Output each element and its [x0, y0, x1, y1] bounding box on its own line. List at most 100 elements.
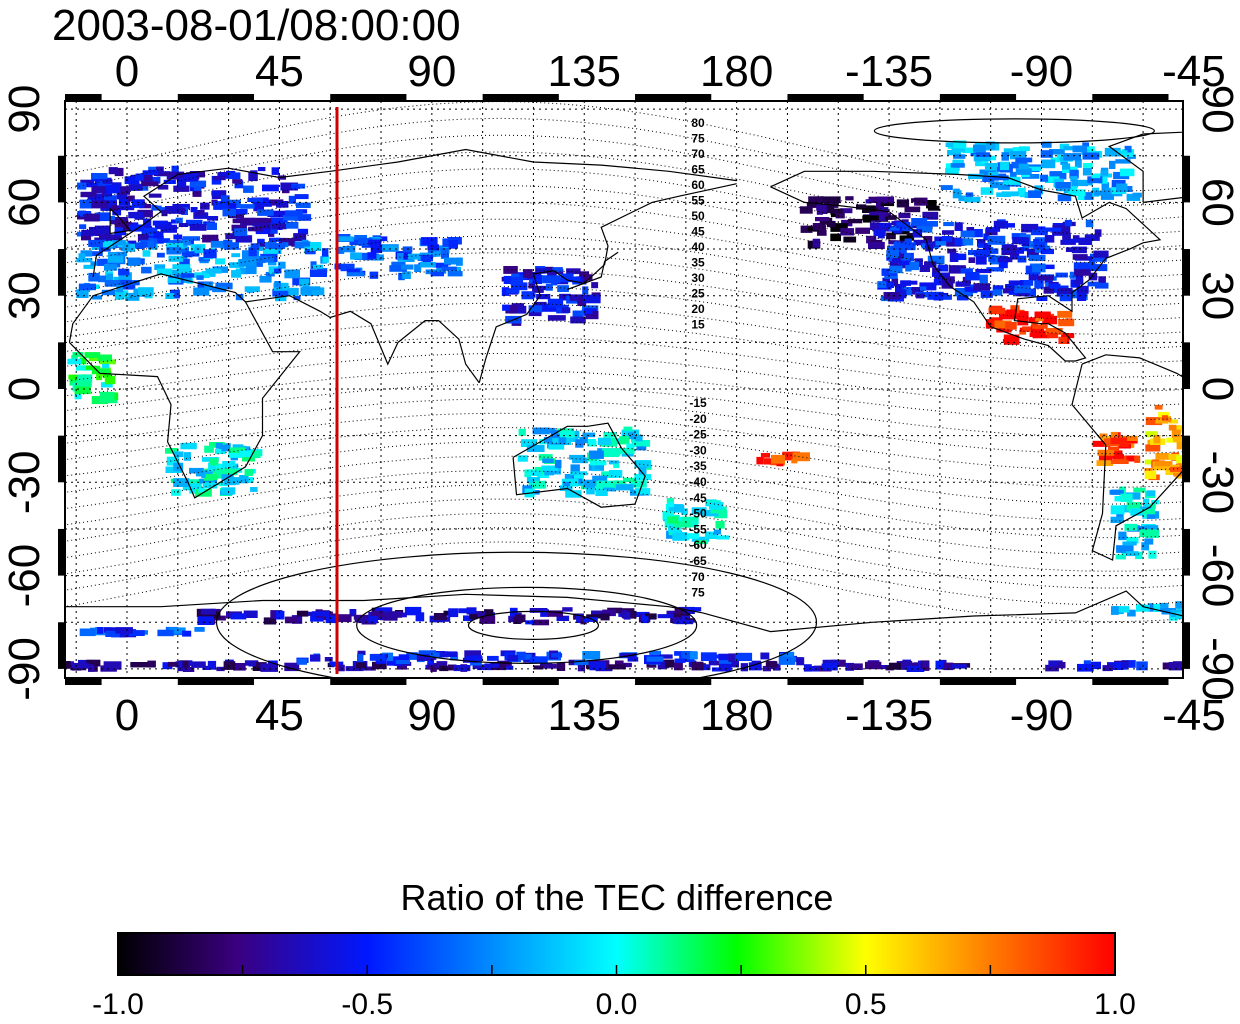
- tec-cell: [718, 657, 732, 664]
- tec-cell: [954, 222, 963, 231]
- tec-cell: [1010, 305, 1020, 314]
- tec-cell: [217, 172, 231, 178]
- longitude-tick-label: 135: [548, 691, 621, 740]
- tec-cell: [240, 450, 251, 458]
- tec-cell: [325, 615, 336, 624]
- tec-cell: [882, 277, 890, 285]
- tec-cell: [77, 182, 87, 190]
- frame-bar-segment: [177, 94, 255, 101]
- tec-cell: [825, 663, 838, 671]
- tec-cell: [134, 211, 144, 220]
- tec-cell: [937, 264, 949, 272]
- tec-cell: [190, 207, 198, 213]
- tec-cell: [392, 656, 405, 663]
- tec-cell: [117, 205, 135, 211]
- tec-cell: [349, 237, 360, 246]
- longitude-tick-label: -45: [1162, 691, 1226, 740]
- tec-cell: [1058, 318, 1075, 327]
- tec-cell: [218, 481, 229, 487]
- tec-cell: [427, 244, 439, 251]
- tec-cell: [1187, 615, 1198, 621]
- tec-cell: [735, 652, 753, 661]
- tec-cell: [674, 607, 684, 614]
- tec-cell: [1132, 192, 1142, 198]
- tec-cell: [988, 155, 997, 161]
- longitude-tick-label: 135: [548, 47, 621, 96]
- frame-bar-segment: [1183, 622, 1190, 669]
- tec-cell: [773, 664, 781, 671]
- tec-cell: [440, 253, 449, 259]
- tec-cell: [161, 209, 168, 217]
- tec-cell: [1036, 330, 1055, 336]
- tec-cell: [453, 665, 471, 672]
- tec-cell: [1212, 425, 1229, 434]
- tec-cell: [157, 184, 169, 190]
- tec-cell: [955, 281, 971, 287]
- tec-cell: [1121, 662, 1129, 668]
- tec-cell: [215, 470, 225, 479]
- tec-cell: [397, 252, 404, 260]
- tec-cell: [906, 665, 925, 672]
- tec-cell: [1036, 296, 1048, 301]
- tec-cell: [1055, 272, 1068, 278]
- tec-cell: [356, 662, 367, 669]
- tec-cell: [878, 222, 892, 228]
- tec-cell: [276, 610, 285, 620]
- tec-cell: [1049, 316, 1056, 321]
- tec-cell: [1154, 404, 1163, 410]
- tec-cell: [1227, 413, 1240, 420]
- tec-cell: [1077, 663, 1094, 672]
- colorbar-tick-label: 1.0: [1094, 988, 1136, 1021]
- tec-cell: [1063, 153, 1082, 161]
- tec-cell: [525, 620, 535, 625]
- tec-cell: [1028, 190, 1042, 198]
- tec-cell: [227, 203, 237, 211]
- left-latitude-ticks: 90 60 30 0 -30 -60 -90: [0, 85, 49, 701]
- tec-cell: [708, 660, 718, 666]
- tec-cell: [826, 205, 835, 214]
- tec-cell: [78, 253, 86, 263]
- tec-cell: [695, 540, 708, 545]
- tec-cell: [542, 303, 557, 312]
- tec-cell: [374, 607, 393, 614]
- tec-cell: [404, 606, 422, 616]
- tec-cell: [125, 292, 140, 301]
- tec-cell: [441, 266, 457, 271]
- tec-cell: [831, 208, 844, 214]
- tec-cell: [595, 489, 608, 496]
- tec-cell: [268, 266, 279, 275]
- tec-cell: [108, 167, 118, 175]
- tec-cell: [232, 218, 250, 224]
- mlat-label: -60: [689, 538, 707, 552]
- tec-cell: [939, 276, 955, 284]
- tec-cell: [133, 288, 142, 297]
- tec-cell: [202, 482, 218, 489]
- tec-cell: [1049, 171, 1067, 180]
- tec-cell: [973, 250, 991, 257]
- tec-cell: [296, 658, 307, 665]
- tec-cell: [983, 243, 991, 251]
- tec-cell: [276, 201, 289, 208]
- tec-cell: [713, 529, 721, 535]
- tec-cell: [167, 661, 179, 667]
- tec-cell: [830, 233, 841, 242]
- tec-cell: [193, 287, 210, 296]
- tec-cell: [542, 275, 561, 284]
- tec-cell: [96, 368, 110, 374]
- tec-cell: [252, 217, 269, 226]
- tec-cell: [1092, 440, 1111, 447]
- tec-cell: [630, 480, 647, 488]
- tec-cell: [1071, 246, 1087, 254]
- tec-cell: [124, 176, 140, 184]
- tec-cell: [941, 281, 954, 289]
- bottom-frame-bar: [65, 678, 1169, 685]
- frame-bar-segment: [1183, 528, 1190, 576]
- tec-cell: [181, 273, 195, 278]
- tec-cell: [564, 474, 577, 482]
- tec-cell: [224, 242, 239, 250]
- tec-cell: [229, 262, 245, 268]
- tec-cell: [67, 358, 82, 365]
- magnetic-latitude-contours: [65, 101, 1183, 678]
- tec-cell: [1175, 425, 1183, 433]
- tec-cell: [904, 206, 921, 213]
